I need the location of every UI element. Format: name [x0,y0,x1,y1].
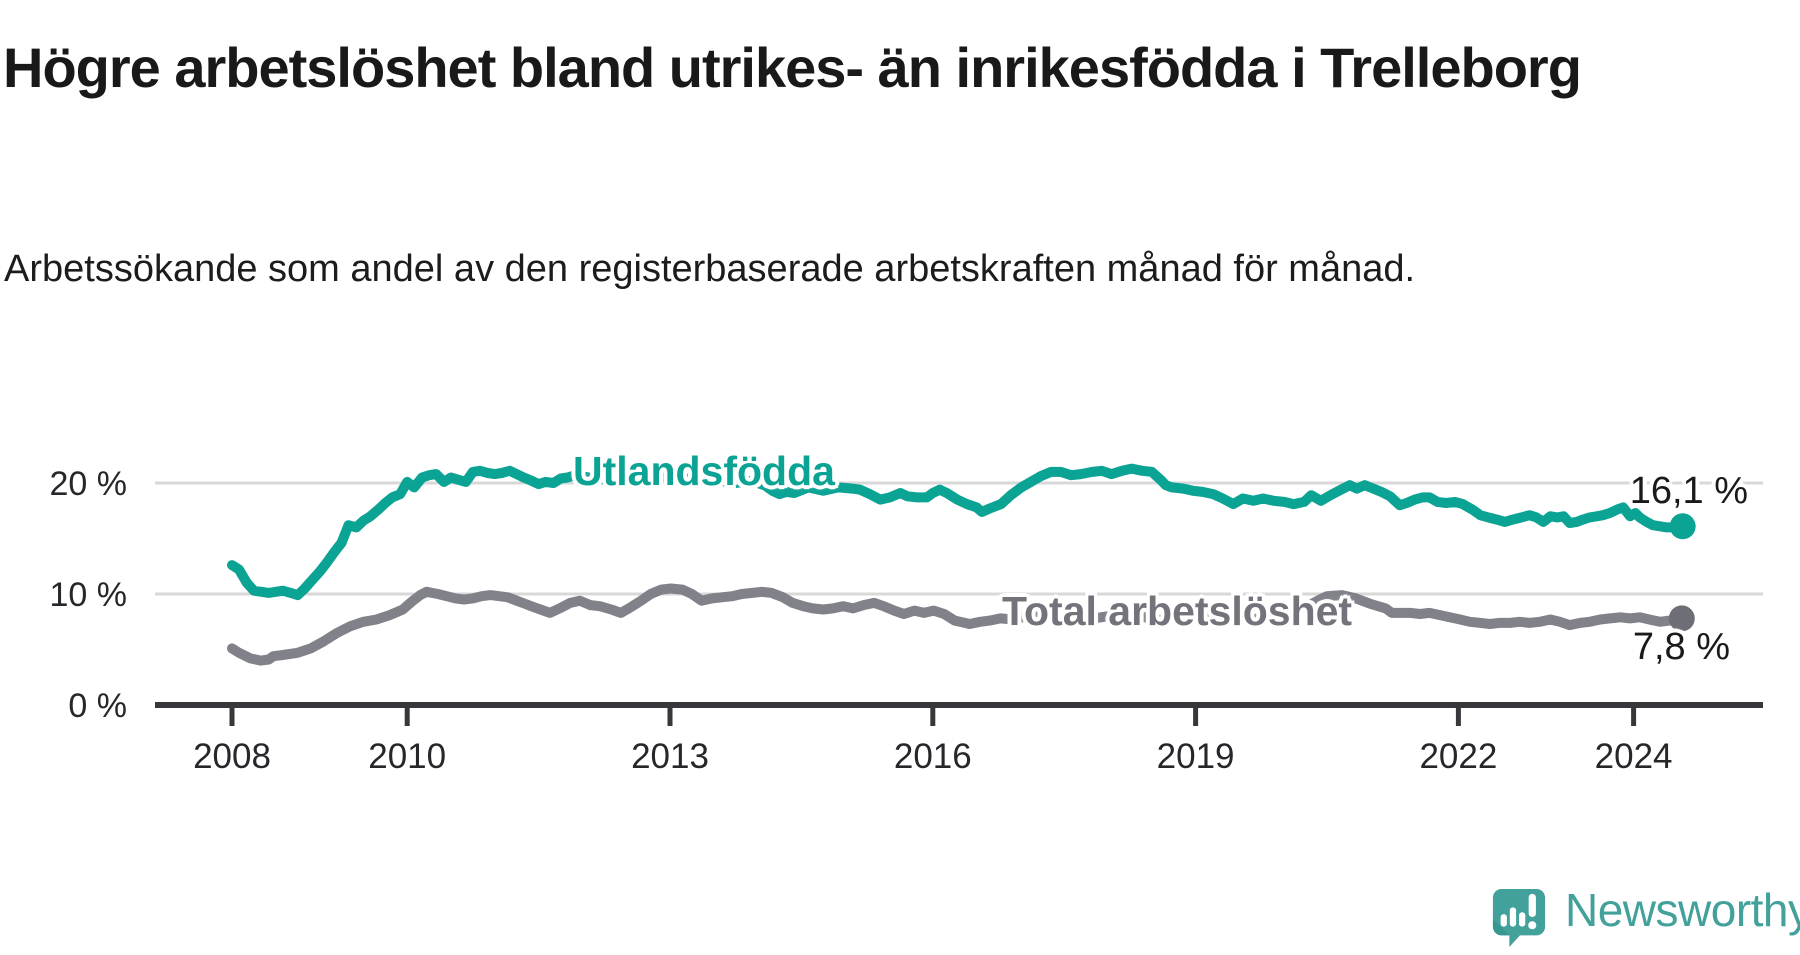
newsworthy-logo-text: Newsworthy [1565,884,1800,936]
end-value-label-utlandsfodda: 16,1 % [1629,470,1748,512]
x-axis-label-2022: 2022 [1419,737,1497,776]
x-axis-label-2024: 2024 [1595,737,1673,776]
end-dot-total [1668,605,1695,632]
speech-bubble-shade [1492,918,1510,936]
series-line-total [227,583,1687,666]
page-title: Högre arbetslöshet bland utrikes- än inr… [3,35,1582,99]
y-axis-label-10: 10 % [50,576,128,614]
x-axis-label-2013: 2013 [631,737,709,776]
end-value-label-total: 7,8 % [1632,626,1730,668]
y-axis-label-0: 0 % [68,687,127,725]
chart-subtitle: Arbetssökande som andel av den registerb… [4,248,1416,290]
newsworthy-logo: Newsworthy [1490,884,1800,955]
x-axis-label-2019: 2019 [1157,737,1235,776]
x-axis-label-2016: 2016 [894,737,972,776]
series-label-total-arbetsloshet: Total arbetslöshet [1002,588,1353,634]
x-axis-label-2010: 2010 [368,737,446,776]
y-axis-label-20: 20 % [50,465,128,503]
end-dot-utlandsfodda [1669,513,1696,540]
series-label-utlandsfodda: Utlandsfödda [573,448,835,494]
x-axis-label-2008: 2008 [193,737,271,776]
series-line-utlandsfodda [227,463,1688,601]
newsworthy-logo-icon [1490,886,1548,955]
